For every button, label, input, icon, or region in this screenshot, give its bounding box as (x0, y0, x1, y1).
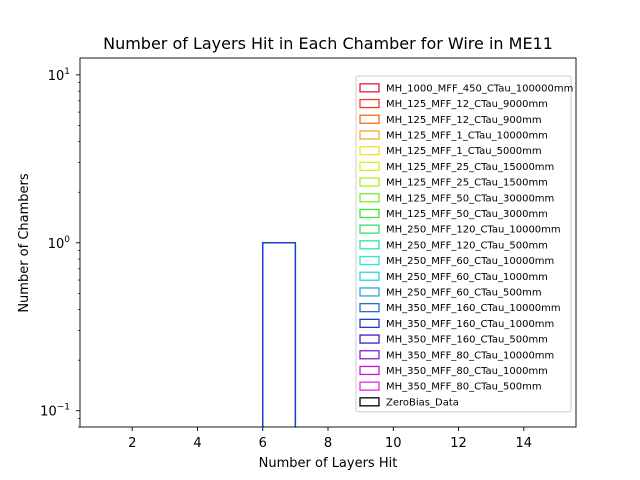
legend-swatch (359, 350, 380, 360)
legend-label: MH_250_MFF_60_CTau_10000mm (386, 256, 554, 267)
histogram-group (261, 242, 297, 427)
legend-swatch (359, 318, 380, 329)
chart-title: Number of Layers Hit in Each Chamber for… (103, 34, 553, 53)
legend-swatch (359, 334, 380, 344)
legend: MH_1000_MFF_450_CTau_100000mm MH_125_MFF_… (355, 75, 573, 413)
legend-label: MH_350_MFF_80_CTau_10000mm (386, 350, 554, 361)
legend-swatch (359, 224, 380, 234)
histogram-bar (261, 242, 297, 427)
legend-label: MH_125_MFF_12_CTau_900mm (386, 115, 542, 126)
legend-swatch (359, 177, 380, 187)
legend-label: MH_125_MFF_50_CTau_30000mm (386, 193, 554, 204)
legend-swatch (359, 271, 380, 281)
legend-label: MH_350_MFF_80_CTau_1000mm (386, 366, 548, 377)
legend-label: MH_350_MFF_80_CTau_500mm (386, 382, 542, 393)
legend-swatch (359, 302, 380, 313)
x-tick-label: 10 (385, 436, 402, 451)
plot-area: 2 4 6 8 10 12 14 10−1 100 101 (40, 57, 577, 451)
x-tick-label: 8 (324, 436, 332, 451)
legend-label: MH_125_MFF_1_CTau_5000mm (386, 146, 542, 157)
legend-label: MH_125_MFF_12_CTau_9000mm (386, 99, 548, 110)
legend-label: MH_1000_MFF_450_CTau_100000mm (386, 83, 573, 94)
legend-label: MH_350_MFF_160_CTau_1000mm (386, 319, 554, 330)
legend-swatch (359, 240, 380, 250)
legend-swatch (359, 255, 380, 266)
y-tick-label: 10−1 (40, 403, 70, 420)
legend-swatch (359, 161, 380, 172)
legend-label: MH_125_MFF_25_CTau_15000mm (386, 162, 554, 173)
legend-swatch (359, 193, 380, 203)
legend-swatch (359, 208, 380, 219)
legend-swatch (359, 145, 380, 156)
legend-label: MH_125_MFF_25_CTau_1500mm (386, 178, 548, 189)
legend-swatch (359, 130, 380, 140)
legend-swatch (359, 114, 380, 124)
y-tick-label: 101 (48, 67, 70, 84)
legend-swatch (359, 83, 380, 93)
legend-label: MH_250_MFF_120_CTau_10000mm (386, 225, 561, 236)
legend-box (355, 75, 572, 413)
legend-label: MH_125_MFF_50_CTau_3000mm (386, 209, 548, 220)
legend-swatch (359, 365, 380, 376)
x-tick-label: 2 (128, 436, 136, 451)
legend-label: MH_250_MFF_60_CTau_1000mm (386, 272, 548, 283)
legend-label: MH_350_MFF_160_CTau_500mm (386, 335, 548, 346)
y-axis-label: Number of Chambers (17, 173, 32, 313)
legend-label: ZeroBias_Data (386, 397, 459, 408)
x-tick-label: 4 (193, 436, 201, 451)
legend-label: MH_125_MFF_1_CTau_10000mm (386, 130, 548, 141)
legend-swatch (359, 98, 380, 109)
legend-label: MH_250_MFF_120_CTau_500mm (386, 240, 548, 251)
x-axis-label: Number of Layers Hit (259, 456, 398, 471)
legend-swatch (359, 381, 380, 391)
x-tick-label: 6 (259, 436, 267, 451)
legend-label: MH_350_MFF_160_CTau_10000mm (386, 303, 561, 314)
x-tick-label: 12 (450, 436, 467, 451)
legend-swatch (359, 397, 380, 407)
legend-swatch (359, 287, 380, 297)
x-tick-label: 14 (516, 436, 533, 451)
legend-label: MH_250_MFF_60_CTau_500mm (386, 287, 542, 298)
y-tick-label: 100 (48, 235, 71, 252)
